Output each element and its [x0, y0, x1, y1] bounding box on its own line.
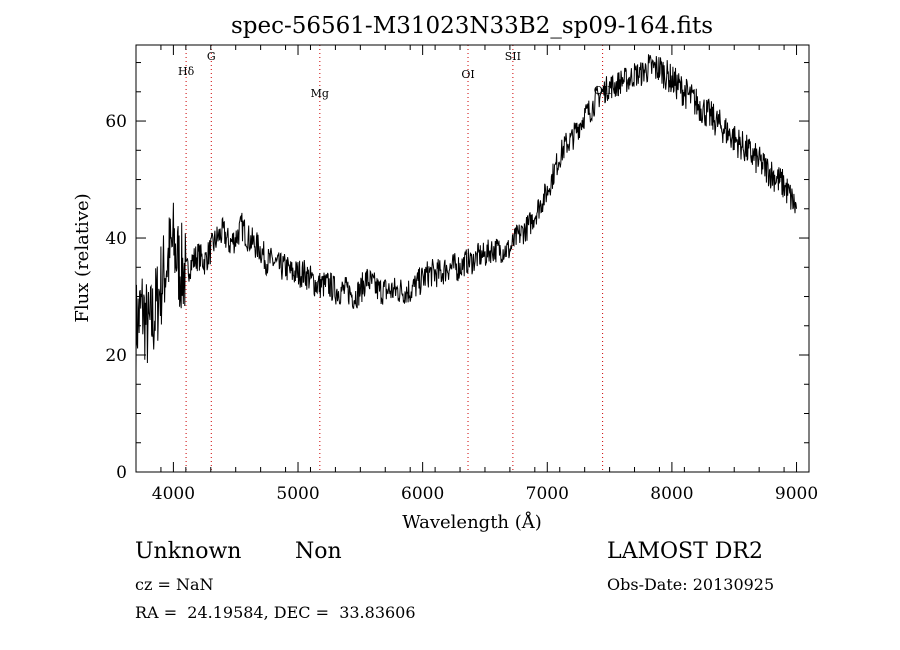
axis-ticks: 4000 5000 6000 7000 8000 9000 0 20 40 60 [105, 45, 818, 504]
x-tick-label: 6000 [401, 484, 444, 504]
spectral-class: Unknown [135, 539, 242, 564]
x-tick-label: 5000 [276, 484, 319, 504]
ra-dec-coordinates: RA = 24.19584, DEC = 33.83606 [135, 603, 416, 622]
y-tick-label: 60 [105, 112, 127, 132]
y-tick-label: 20 [105, 346, 127, 366]
x-tick-label: 4000 [152, 484, 195, 504]
redshift-cz: cz = NaN [135, 575, 214, 594]
spectral-subclass: Non [295, 539, 342, 564]
x-tick-label: 9000 [775, 484, 818, 504]
spectral-line-label: SII [505, 50, 521, 63]
y-tick-label: 40 [105, 229, 127, 249]
spectral-line-label: Mg [311, 87, 329, 100]
spectral-line-label: OI [461, 68, 474, 81]
spectrum-line [135, 54, 797, 373]
plot-frame [135, 44, 810, 473]
x-tick-label: 8000 [650, 484, 693, 504]
spectral-line-label: G [207, 50, 216, 63]
x-tick-label: 7000 [526, 484, 569, 504]
x-axis-label: Wavelength (Å) [402, 511, 542, 533]
chart-title: spec-56561-M31023N33B2_sp09-164.fits [231, 13, 713, 39]
spectrum-series [135, 54, 797, 373]
spectral-line-label: Hδ [178, 65, 195, 78]
observation-date: Obs-Date: 20130925 [607, 575, 775, 594]
y-axis-label: Flux (relative) [72, 193, 93, 322]
survey-name: LAMOST DR2 [607, 539, 763, 564]
y-tick-label: 0 [116, 463, 127, 483]
